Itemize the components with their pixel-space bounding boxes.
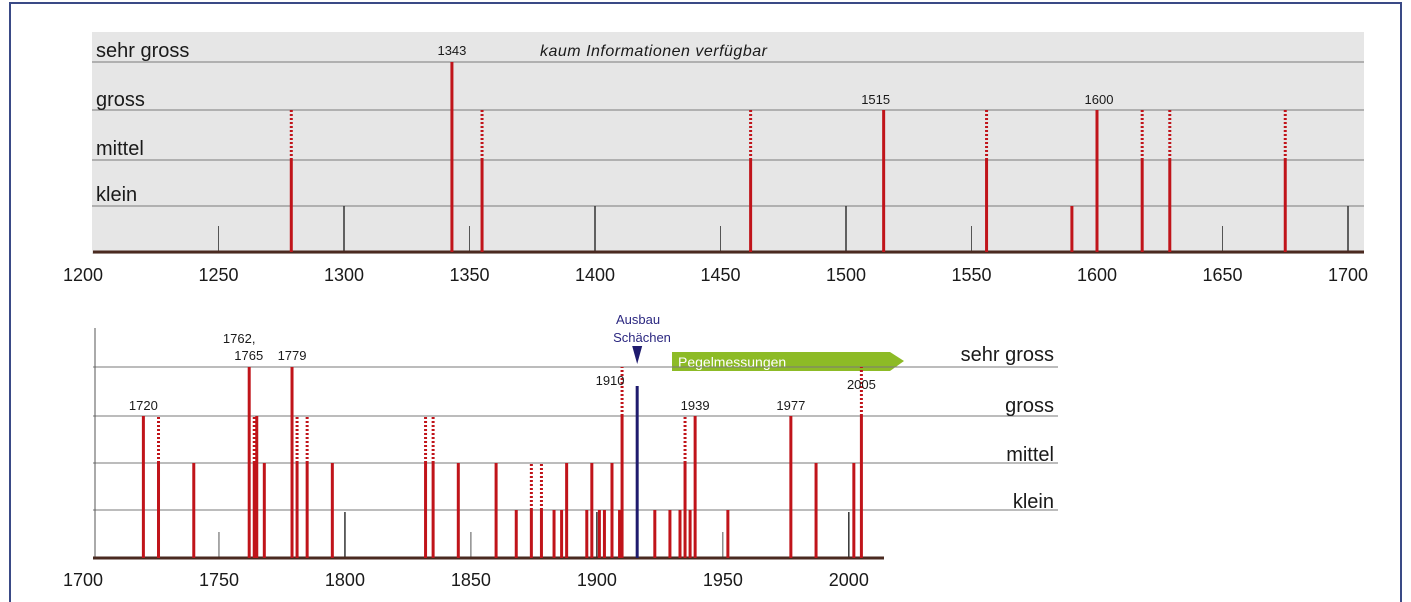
- event-label: 1939: [681, 398, 710, 413]
- event-label: 1343: [437, 43, 466, 58]
- x-tick-label: 1850: [451, 570, 491, 590]
- x-tick-label: 1750: [199, 570, 239, 590]
- x-tick-label: 1350: [449, 265, 489, 285]
- x-tick-label: 1650: [1202, 265, 1242, 285]
- x-tick-label: 1800: [325, 570, 365, 590]
- x-tick-label: 1200: [63, 265, 103, 285]
- event-label: 1762,: [223, 331, 256, 346]
- event-label: 1910: [596, 373, 625, 388]
- level-label-3: klein: [96, 184, 137, 206]
- level-label-0: sehr gross: [961, 344, 1054, 366]
- level-label-1: gross: [1005, 395, 1054, 417]
- marker-label-line1: Ausbau: [616, 312, 660, 327]
- marker-label-line2: Schächen: [613, 330, 671, 345]
- x-tick-label: 1450: [700, 265, 740, 285]
- x-tick-label: 1500: [826, 265, 866, 285]
- marker-arrow: [632, 346, 643, 364]
- event-label: 1515: [861, 92, 890, 107]
- x-tick-label: 1700: [1328, 265, 1368, 285]
- gauge-label: Pegelmessungen: [678, 354, 786, 370]
- event-label: 2005: [847, 377, 876, 392]
- note-label: kaum Informationen verfügbar: [540, 43, 768, 60]
- x-tick-label: 1700: [63, 570, 103, 590]
- level-label-1: gross: [96, 89, 145, 111]
- event-label: 1720: [129, 398, 158, 413]
- event-label: 1779: [278, 348, 307, 363]
- level-label-2: mittel: [96, 138, 144, 160]
- x-tick-label: 1600: [1077, 265, 1117, 285]
- x-tick-label: 1300: [324, 265, 364, 285]
- x-tick-label: 1950: [703, 570, 743, 590]
- x-tick-label: 1400: [575, 265, 615, 285]
- event-label: 1765: [234, 348, 263, 363]
- x-tick-label: 1550: [951, 265, 991, 285]
- figure-frame: [9, 2, 1402, 602]
- level-label-2: mittel: [1006, 444, 1054, 466]
- level-label-3: klein: [1013, 491, 1054, 513]
- event-label: 1977: [776, 398, 805, 413]
- x-tick-label: 1250: [198, 265, 238, 285]
- x-tick-label: 2000: [829, 570, 869, 590]
- level-label-0: sehr gross: [96, 40, 189, 62]
- gauge-arrow: [672, 352, 904, 371]
- event-label: 1600: [1085, 92, 1114, 107]
- x-tick-label: 1900: [577, 570, 617, 590]
- top-panel-background: [92, 32, 1364, 254]
